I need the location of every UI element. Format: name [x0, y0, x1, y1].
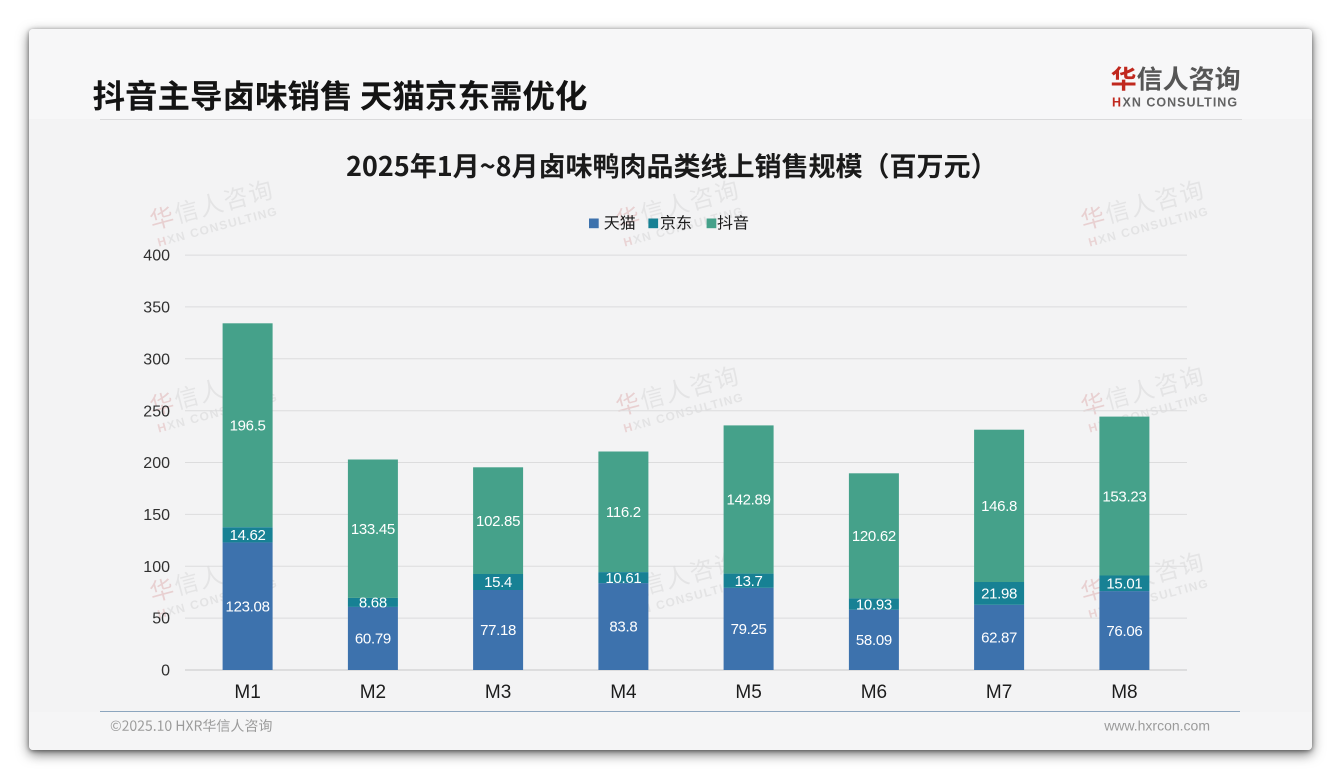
svg-text:15.4: 15.4 — [484, 574, 512, 591]
svg-text:21.98: 21.98 — [981, 586, 1017, 603]
svg-text:83.8: 83.8 — [609, 619, 637, 636]
svg-text:133.45: 133.45 — [351, 521, 395, 538]
svg-text:15.01: 15.01 — [1106, 576, 1142, 593]
svg-text:M8: M8 — [1111, 682, 1137, 703]
svg-text:10.93: 10.93 — [856, 596, 892, 613]
svg-text:M5: M5 — [735, 682, 761, 703]
svg-text:0: 0 — [161, 663, 170, 680]
svg-text:50: 50 — [152, 611, 170, 628]
svg-text:146.8: 146.8 — [981, 498, 1017, 515]
svg-text:196.5: 196.5 — [230, 417, 266, 434]
svg-text:76.06: 76.06 — [1106, 623, 1142, 640]
svg-text:8.68: 8.68 — [359, 595, 387, 612]
svg-text:www.hxrcon.com: www.hxrcon.com — [1103, 718, 1210, 734]
svg-text:153.23: 153.23 — [1102, 488, 1146, 505]
svg-text:XN CONSULTING: XN CONSULTING — [1123, 96, 1239, 110]
svg-text:H: H — [1112, 96, 1122, 110]
svg-text:400: 400 — [143, 248, 170, 265]
svg-text:300: 300 — [143, 351, 170, 368]
svg-text:142.89: 142.89 — [727, 492, 771, 509]
svg-text:M6: M6 — [861, 682, 887, 703]
svg-text:62.87: 62.87 — [981, 630, 1017, 647]
svg-text:150: 150 — [143, 507, 170, 524]
svg-text:58.09: 58.09 — [856, 632, 892, 649]
svg-text:10.61: 10.61 — [605, 570, 641, 587]
svg-text:60.79: 60.79 — [355, 631, 391, 648]
svg-text:13.7: 13.7 — [735, 573, 763, 590]
svg-text:14.62: 14.62 — [230, 527, 266, 544]
svg-text:350: 350 — [143, 300, 170, 317]
svg-text:M1: M1 — [234, 682, 260, 703]
svg-text:200: 200 — [143, 455, 170, 472]
svg-text:123.08: 123.08 — [226, 598, 270, 615]
svg-text:116.2: 116.2 — [606, 504, 641, 521]
svg-text:79.25: 79.25 — [731, 621, 767, 638]
svg-text:M4: M4 — [610, 682, 637, 703]
svg-text:77.18: 77.18 — [480, 622, 516, 639]
svg-text:100: 100 — [143, 559, 170, 576]
svg-text:M2: M2 — [360, 682, 386, 703]
svg-text:120.62: 120.62 — [852, 528, 896, 545]
svg-text:M3: M3 — [485, 682, 511, 703]
svg-text:M7: M7 — [986, 682, 1012, 703]
svg-text:102.85: 102.85 — [476, 513, 520, 530]
svg-text:250: 250 — [143, 403, 170, 420]
